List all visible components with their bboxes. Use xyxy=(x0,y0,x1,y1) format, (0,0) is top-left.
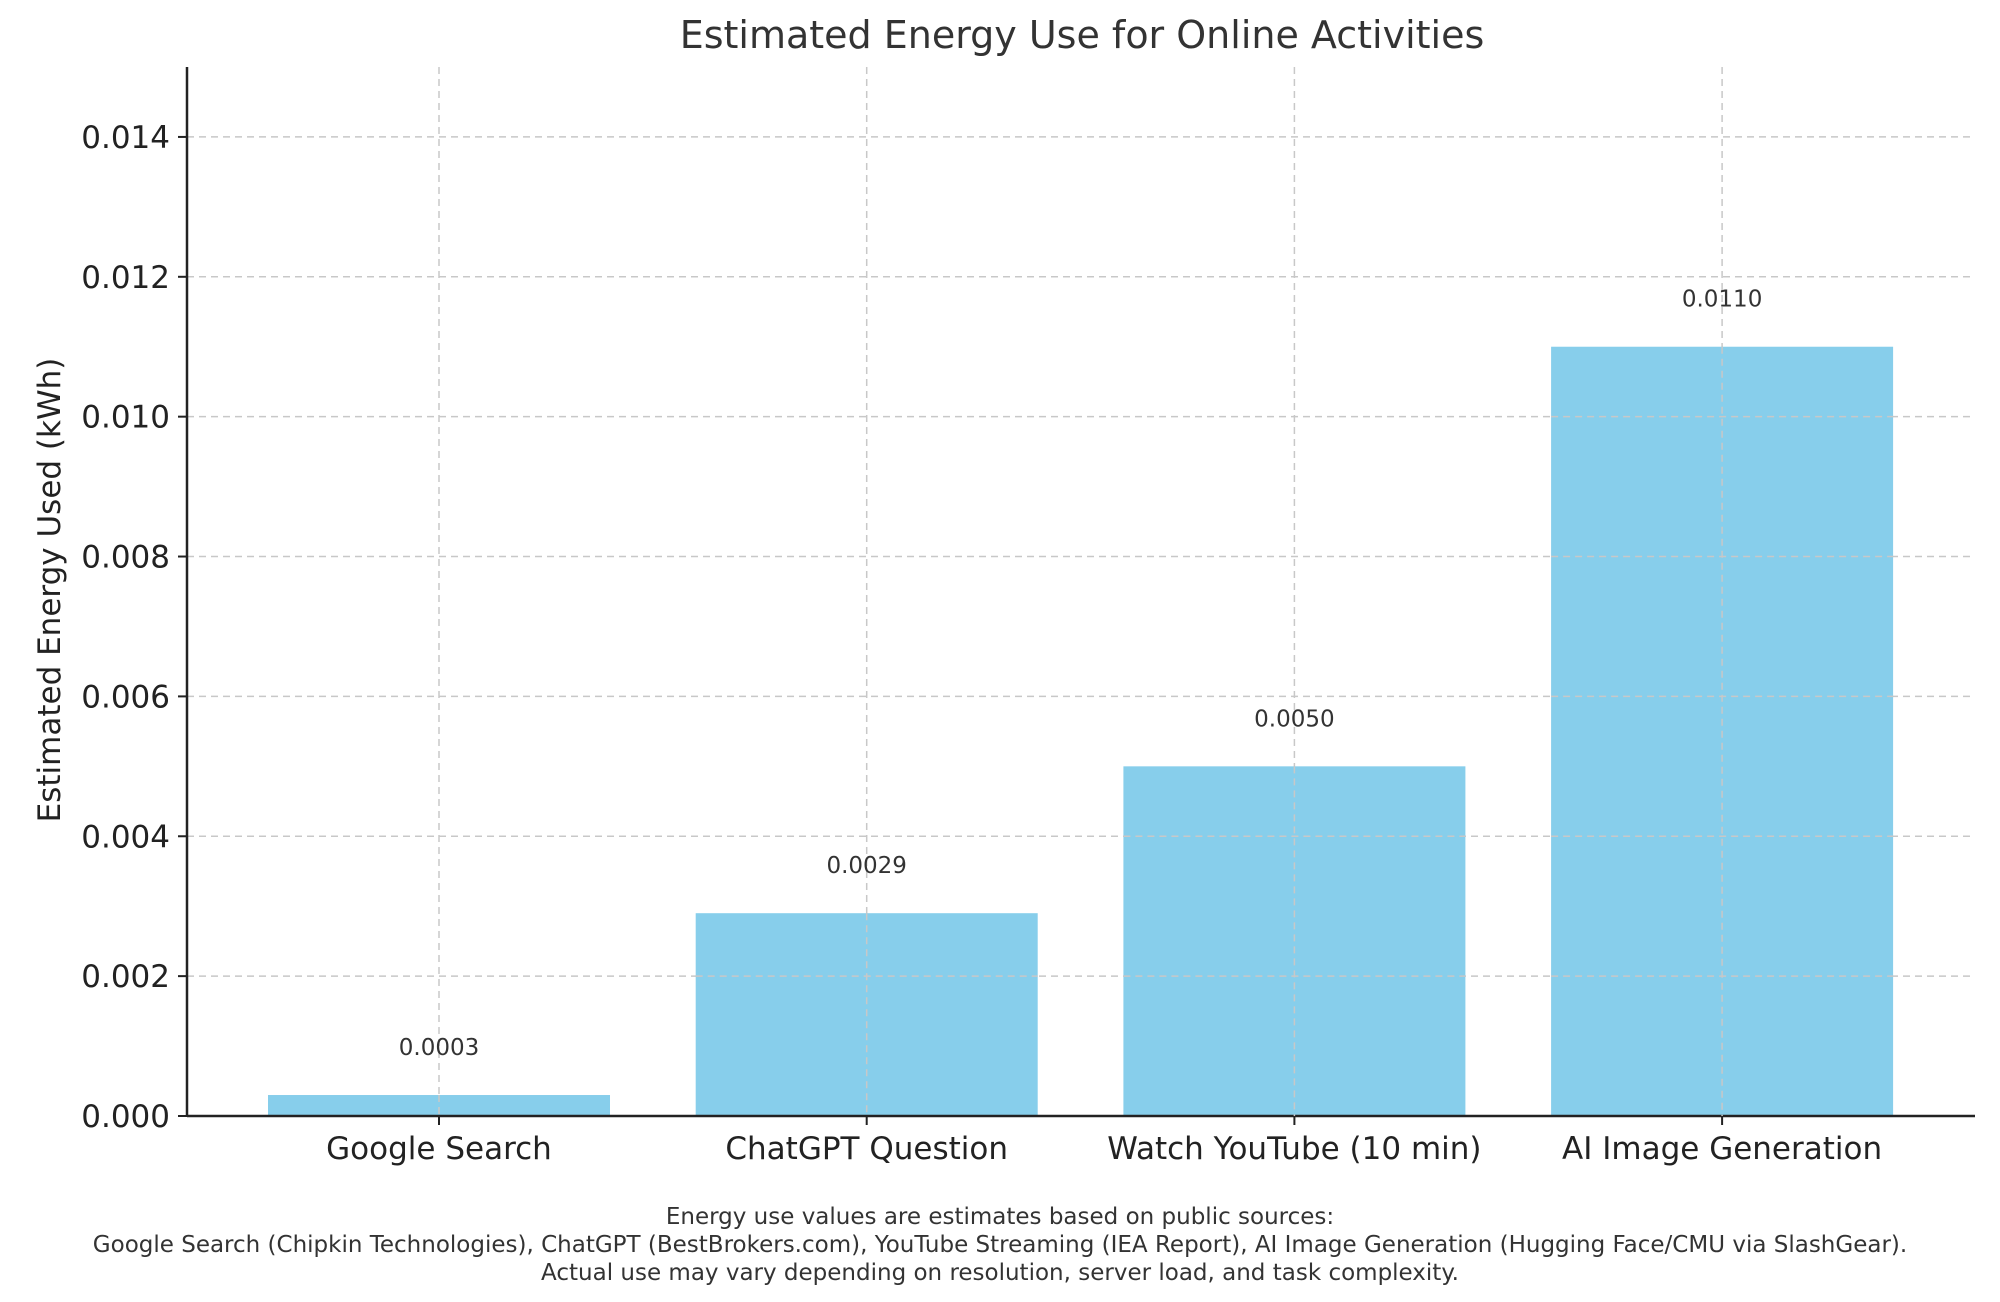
x-tick-label: Watch YouTube (10 min) xyxy=(1107,1131,1481,1167)
bar-value-label: 0.0110 xyxy=(1682,287,1762,313)
y-tick-label: 0.012 xyxy=(81,260,170,296)
footnote-line-1: Energy use values are estimates based on… xyxy=(665,1204,1335,1230)
x-tick-label: AI Image Generation xyxy=(1562,1131,1882,1167)
y-tick-label: 0.004 xyxy=(81,819,170,855)
bar-value-label: 0.0029 xyxy=(826,853,906,879)
y-tick-label: 0.000 xyxy=(81,1099,170,1135)
footnote-line-3: Actual use may vary depending on resolut… xyxy=(541,1260,1459,1286)
bars xyxy=(268,346,1894,1116)
x-tick-label: Google Search xyxy=(326,1131,552,1167)
y-axis-title: Estimated Energy Used (kWh) xyxy=(32,358,68,823)
axes: 0.000 0.002 0.004 0.006 0.008 0.010 0.012 0.014… xyxy=(81,67,1975,1167)
bar-google-search xyxy=(268,1095,610,1116)
y-tick-label: 0.014 xyxy=(81,120,170,156)
y-tick-label: 0.002 xyxy=(81,959,170,995)
data-labels: 0.0003 0.0029 0.0050 0.0110 xyxy=(399,287,1894,1116)
y-tick-label: 0.010 xyxy=(81,400,170,436)
bar-value-label: 0.0003 xyxy=(399,1035,479,1061)
footnote-line-2: Google Search (Chipkin Technologies), Ch… xyxy=(92,1232,1908,1258)
y-tick-label: 0.008 xyxy=(81,540,170,576)
y-tick-label: 0.006 xyxy=(81,679,170,715)
bar-value-label: 0.0050 xyxy=(1254,706,1334,732)
x-tick-label: ChatGPT Question xyxy=(725,1131,1008,1167)
chart-title: Estimated Energy Use for Online Activiti… xyxy=(680,13,1485,57)
